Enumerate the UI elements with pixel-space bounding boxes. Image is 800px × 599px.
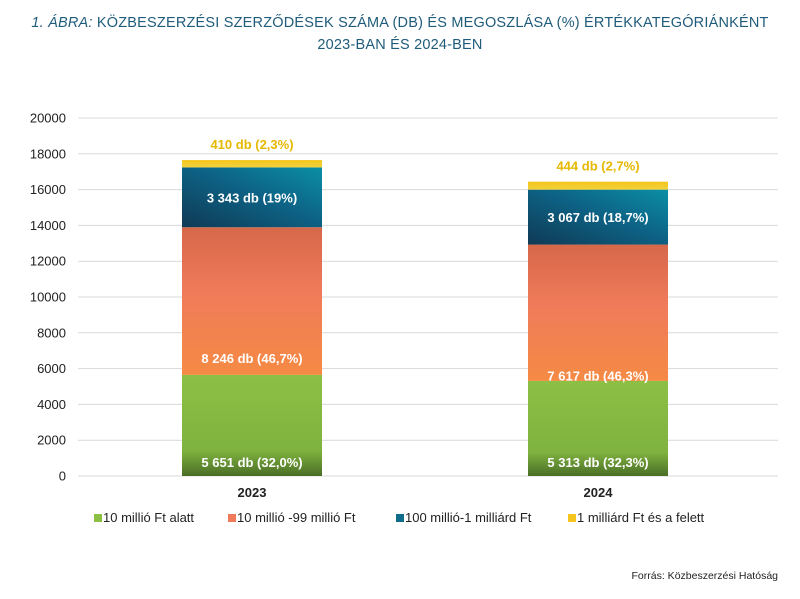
- legend-swatch: [228, 514, 236, 522]
- title-lead: 1. ÁBRA:: [31, 15, 93, 31]
- chart-title: 1. ÁBRA: KÖZBESZERZÉSI SZERZŐDÉSEK SZÁMA…: [0, 12, 800, 56]
- bar-segment: [528, 244, 668, 381]
- x-tick-label: 2023: [238, 485, 267, 500]
- bar-segment: [528, 189, 668, 245]
- legend-label: 1 milliárd Ft és a felett: [577, 510, 705, 525]
- legend-swatch: [94, 514, 102, 522]
- source-note: Forrás: Közbeszerzési Hatóság: [631, 570, 778, 582]
- data-label: 444 db (2,7%): [556, 159, 639, 174]
- data-labels: 5 651 db (32,0%) 8 246 db (46,7%) 3 343 db…: [201, 137, 648, 470]
- bars: [182, 160, 668, 476]
- legend-label: 100 millió-1 milliárd Ft: [405, 510, 532, 525]
- y-tick-label: 20000: [30, 111, 66, 126]
- data-label: 7 617 db (46,3%): [547, 369, 648, 384]
- legend: 10 millió Ft alatt 10 millió -99 millió F…: [94, 510, 705, 525]
- title-line2: 2023-BAN ÉS 2024-BEN: [317, 37, 483, 53]
- y-tick-label: 4000: [37, 397, 66, 412]
- y-tick-label: 6000: [37, 361, 66, 376]
- legend-label: 10 millió Ft alatt: [103, 510, 194, 525]
- data-label: 3 067 db (18,7%): [547, 210, 648, 225]
- legend-swatch: [396, 514, 404, 522]
- bar-segment: [182, 227, 322, 375]
- y-tick-label: 2000: [37, 433, 66, 448]
- y-tick-label: 0: [59, 469, 66, 484]
- bar-segment: [528, 181, 668, 190]
- x-tick-label: 2024: [584, 485, 614, 500]
- title-line1: KÖZBESZERZÉSI SZERZŐDÉSEK SZÁMA (DB) ÉS …: [96, 15, 769, 31]
- y-axis-ticks: 0 2000 4000 6000 8000 10000 12000 14000 16000 180…: [30, 111, 66, 484]
- y-tick-label: 10000: [30, 290, 66, 305]
- data-label: 5 651 db (32,0%): [201, 455, 302, 470]
- x-axis-ticks: 2023 2024: [238, 485, 614, 500]
- y-tick-label: 16000: [30, 182, 66, 197]
- data-label: 3 343 db (19%): [207, 190, 297, 205]
- bar-segment: [528, 380, 668, 476]
- legend-swatch: [568, 514, 576, 522]
- y-tick-label: 18000: [30, 146, 66, 161]
- data-label: 410 db (2,3%): [210, 137, 293, 152]
- legend-label: 10 millió -99 millió Ft: [237, 510, 356, 525]
- y-tick-label: 12000: [30, 254, 66, 269]
- bar-segment: [182, 160, 322, 168]
- y-tick-label: 14000: [30, 218, 66, 233]
- data-label: 8 246 db (46,7%): [201, 351, 302, 366]
- y-tick-label: 8000: [37, 325, 66, 340]
- bar-segment: [182, 374, 322, 476]
- bar-segment: [182, 167, 322, 228]
- data-label: 5 313 db (32,3%): [547, 455, 648, 470]
